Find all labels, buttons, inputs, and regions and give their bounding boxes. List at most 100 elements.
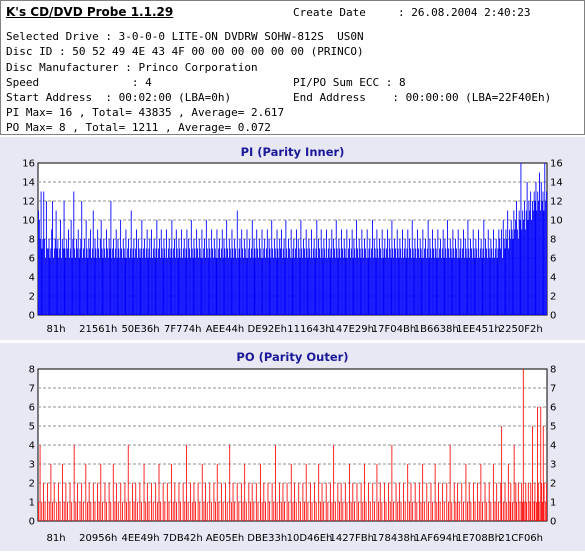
pi-bar bbox=[42, 239, 44, 315]
pi-bar bbox=[215, 258, 217, 315]
pi-bar bbox=[265, 258, 266, 315]
pi-bar bbox=[386, 248, 388, 315]
pi-bar bbox=[243, 258, 244, 315]
pi-bar bbox=[316, 220, 318, 315]
po-bar bbox=[329, 483, 331, 521]
po-bar bbox=[98, 502, 100, 521]
pi-bar bbox=[355, 258, 357, 315]
po-bar bbox=[59, 502, 61, 521]
po-bar bbox=[337, 483, 339, 521]
po-bar bbox=[257, 502, 259, 521]
pi-bar bbox=[440, 258, 442, 315]
pi-x-tick: AEE44h bbox=[206, 324, 245, 335]
pi-bar bbox=[136, 229, 137, 315]
pi-bar bbox=[445, 248, 447, 315]
pi-bar bbox=[296, 229, 297, 315]
pi-x-tick: 50E36h bbox=[121, 324, 159, 335]
pi-bar bbox=[58, 258, 60, 315]
po-bar bbox=[407, 464, 409, 521]
pi-bar bbox=[436, 258, 438, 315]
po-bar bbox=[530, 483, 532, 521]
pi-y-tick-right: 0 bbox=[550, 311, 556, 322]
pi-bar bbox=[177, 258, 179, 315]
pi-bar bbox=[411, 220, 413, 315]
pi-bar bbox=[186, 229, 188, 315]
pi-bar bbox=[130, 210, 132, 315]
pi-bar bbox=[110, 201, 112, 315]
po-bar bbox=[122, 502, 123, 521]
pi-bar bbox=[246, 229, 248, 315]
po-bar bbox=[73, 445, 75, 521]
po-x-tick: 4EE49h bbox=[121, 533, 159, 544]
pi-bar bbox=[493, 229, 494, 315]
pi-bar bbox=[80, 239, 82, 315]
po-bar bbox=[404, 502, 406, 521]
pi-bar bbox=[389, 248, 391, 315]
po-bar bbox=[67, 502, 68, 521]
pi-bar bbox=[536, 210, 538, 315]
pi-bar bbox=[277, 248, 279, 315]
po-bar bbox=[542, 426, 544, 521]
pi-bar bbox=[500, 248, 502, 315]
po-bar bbox=[418, 483, 420, 521]
po-bar bbox=[334, 502, 336, 521]
pi-bar bbox=[95, 248, 97, 315]
pi-bar bbox=[235, 248, 236, 315]
pi-bar bbox=[507, 210, 509, 315]
pi-bar bbox=[183, 239, 185, 315]
pi-bar bbox=[508, 248, 509, 315]
pi-bar bbox=[469, 258, 471, 315]
pi-bar bbox=[407, 229, 409, 315]
pi-bar bbox=[345, 258, 347, 315]
pi-bar bbox=[446, 258, 448, 315]
pi-bar bbox=[334, 258, 336, 315]
po-bar bbox=[90, 502, 92, 521]
po-bar bbox=[500, 483, 502, 521]
pi-bar bbox=[511, 229, 513, 315]
pi-bar bbox=[419, 239, 421, 315]
po-bar bbox=[461, 483, 463, 521]
pi-bar bbox=[257, 248, 259, 315]
po-x-tick: 7DB42h bbox=[163, 533, 203, 544]
pi-bar bbox=[352, 258, 354, 315]
po-bar bbox=[127, 445, 129, 521]
po-bar bbox=[232, 483, 234, 521]
pi-bar bbox=[113, 239, 114, 315]
po-bar bbox=[63, 502, 65, 521]
po-y-tick-left: 2 bbox=[29, 479, 35, 490]
pi-bar bbox=[258, 258, 259, 315]
pi-bar bbox=[249, 239, 251, 315]
pi-bar bbox=[138, 248, 140, 315]
pi-bar bbox=[525, 210, 527, 315]
po-bar bbox=[389, 502, 391, 521]
pi-bar bbox=[40, 191, 42, 315]
pi-bar bbox=[217, 258, 219, 315]
po-bar bbox=[484, 483, 486, 521]
pi-bar bbox=[320, 229, 322, 315]
pi-bar bbox=[224, 248, 226, 315]
po-bar bbox=[403, 483, 404, 521]
pi-bar bbox=[401, 258, 403, 315]
po-bar bbox=[242, 502, 244, 521]
pi-bar bbox=[254, 248, 256, 315]
pi-bar bbox=[232, 248, 234, 315]
po-y-tick-right: 1 bbox=[550, 498, 556, 509]
po-bar bbox=[41, 502, 43, 521]
pi-bar bbox=[440, 239, 441, 315]
pi-bar bbox=[447, 220, 449, 315]
pi-bar bbox=[541, 201, 543, 315]
po-bar bbox=[148, 502, 150, 521]
pi-bar bbox=[322, 258, 324, 315]
po-bar bbox=[400, 502, 402, 521]
pi-bar bbox=[98, 248, 99, 315]
pi-bar bbox=[372, 220, 373, 315]
po-bar bbox=[522, 502, 523, 521]
pi-bar bbox=[366, 229, 368, 315]
po-bar bbox=[451, 502, 453, 521]
pi-bar bbox=[420, 248, 422, 315]
pi-bar bbox=[195, 258, 197, 315]
pi-bar bbox=[303, 239, 304, 315]
pi-bar bbox=[444, 239, 446, 315]
po-bar bbox=[244, 464, 246, 521]
pi-bar bbox=[510, 220, 512, 315]
